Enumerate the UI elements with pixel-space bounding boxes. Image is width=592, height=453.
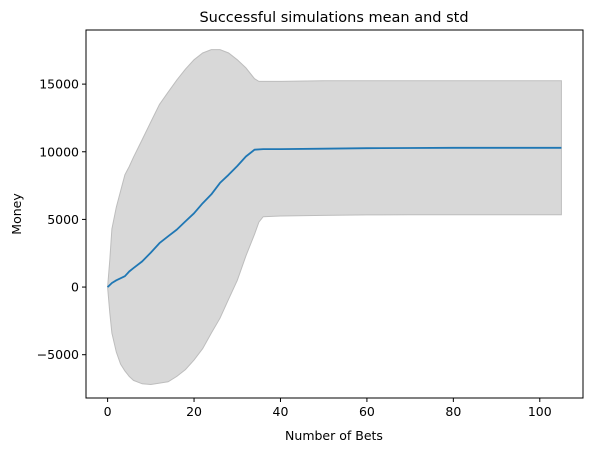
x-tick-label: 0: [104, 404, 112, 419]
x-axis: 0 20 40 60 80 100: [104, 398, 552, 419]
x-tick-label: 40: [273, 404, 289, 419]
x-tick-label: 100: [528, 404, 552, 419]
chart-title: Successful simulations mean and std: [199, 10, 468, 26]
x-tick-label: 60: [359, 404, 375, 419]
y-axis-label: Money: [9, 193, 24, 235]
x-tick-label: 20: [186, 404, 202, 419]
y-tick-label: 15000: [39, 77, 79, 92]
y-tick-label: 5000: [47, 212, 79, 227]
std-band: [108, 50, 562, 385]
plot-area: [108, 50, 562, 385]
y-axis: −5000 0 5000 10000 15000: [37, 77, 86, 363]
x-tick-label: 80: [445, 404, 461, 419]
y-tick-label: −5000: [37, 347, 79, 362]
y-tick-label: 0: [71, 280, 79, 295]
x-axis-label: Number of Bets: [285, 428, 383, 443]
y-tick-label: 10000: [39, 144, 79, 159]
